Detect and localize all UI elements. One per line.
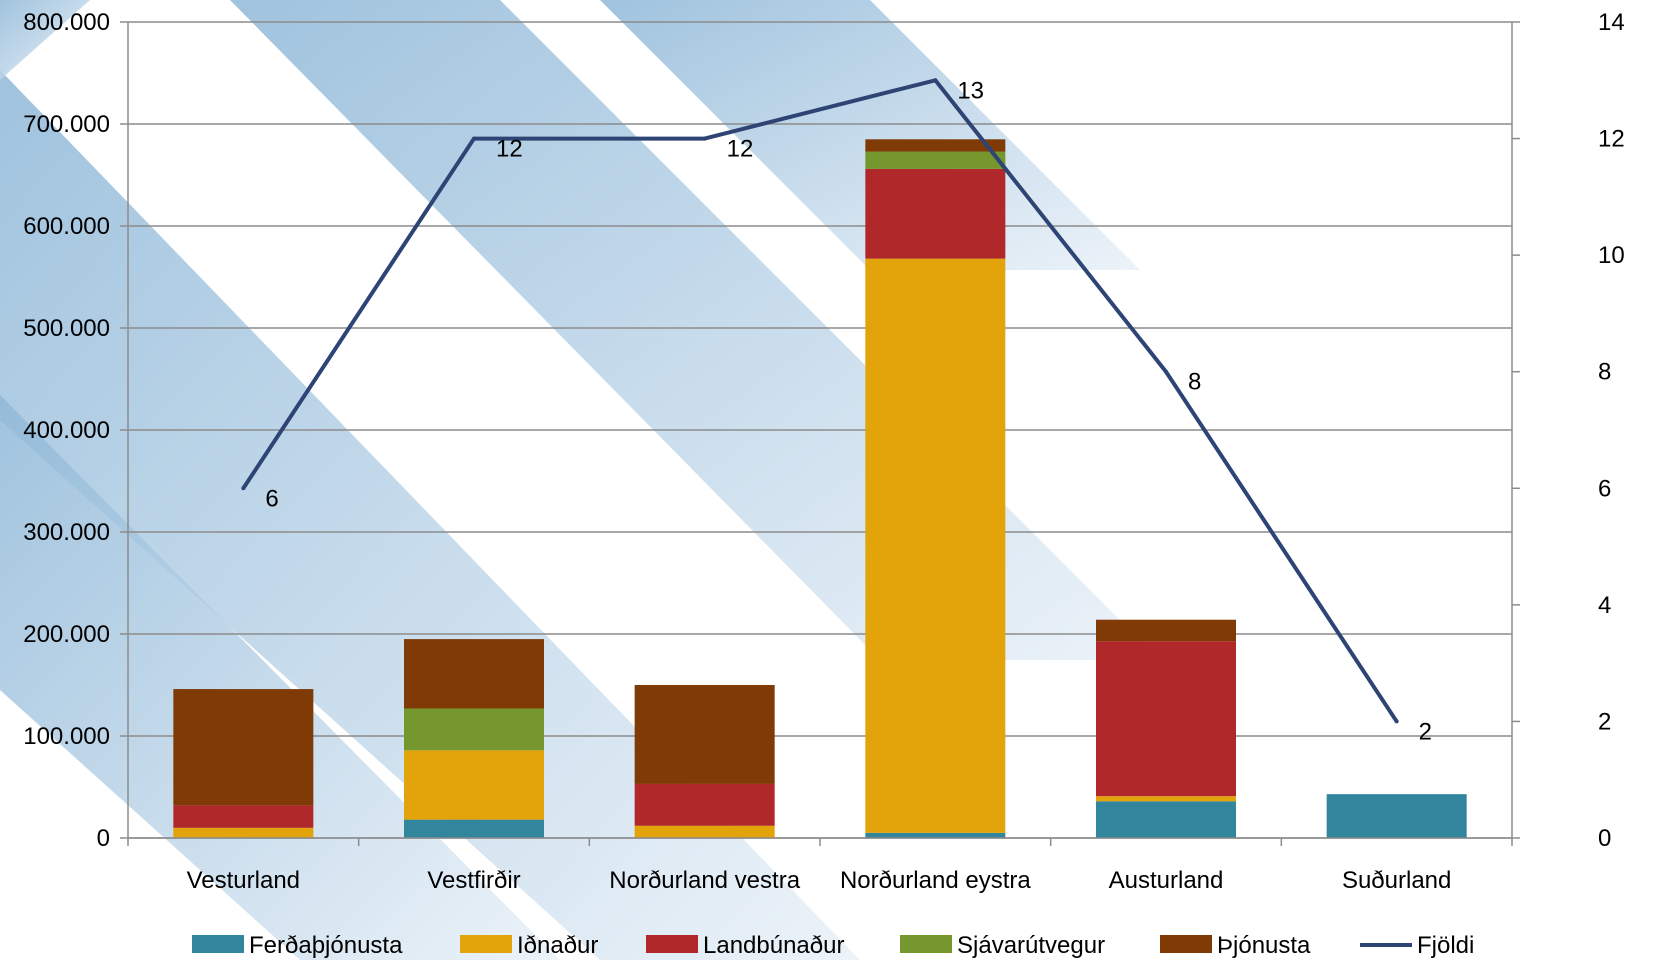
- bar-segment: [1326, 794, 1467, 838]
- bar-segment: [1096, 619, 1236, 642]
- line-data-label: 13: [957, 77, 984, 104]
- y-right-tick-label: 6: [1598, 475, 1611, 502]
- line-data-label: 2: [1419, 718, 1432, 745]
- line-data-label: 8: [1188, 369, 1201, 396]
- y-left-tick-label: 400.000: [23, 417, 110, 444]
- bar-segment: [404, 750, 544, 820]
- legend-swatch: [900, 935, 952, 953]
- legend-label: Iðnaður: [517, 932, 598, 959]
- y-right-tick-label: 2: [1598, 708, 1611, 735]
- line-series: 6 12 12 13 8 2: [241, 77, 1432, 745]
- line-point: [241, 486, 246, 491]
- y-left-tick-label: 200.000: [23, 621, 110, 648]
- bar-segment: [404, 639, 544, 709]
- y-right-tick-label: 0: [1598, 825, 1611, 852]
- y-right-tick-label: 10: [1598, 242, 1625, 269]
- line-point: [702, 136, 707, 141]
- x-category-label: Norðurland eystra: [840, 867, 1031, 894]
- bar-segment: [865, 151, 1006, 169]
- axes: 0 100.000 200.000 300.000 400.000 500.000 600.…: [23, 9, 1624, 894]
- bar-segment: [1096, 641, 1236, 797]
- line-data-label: 12: [727, 136, 754, 163]
- legend-label: Þjónusta: [1217, 932, 1311, 959]
- line-point: [933, 78, 938, 83]
- bar-segment: [634, 783, 775, 826]
- line-point: [1164, 369, 1168, 374]
- bar-segment: [634, 685, 775, 784]
- background-stripe: [0, 0, 90, 80]
- bar-segment: [865, 258, 1006, 833]
- bar-segment: [173, 689, 314, 806]
- line-fjoldi: [241, 78, 1399, 723]
- bar-segment: [404, 708, 544, 751]
- line-point: [1394, 719, 1399, 724]
- legend-label: Landbúnaður: [703, 932, 844, 959]
- legend-swatch: [460, 935, 512, 953]
- y-right-tick-label: 14: [1598, 9, 1625, 36]
- bar-segment: [173, 827, 314, 838]
- bars: [173, 139, 1467, 838]
- x-category-label: Vesturland: [187, 867, 300, 894]
- legend-label: Ferðaþjónusta: [249, 932, 403, 959]
- bar-segment: [634, 825, 775, 838]
- bar-segment: [865, 139, 1006, 152]
- bar-segment: [1096, 796, 1236, 802]
- y-left-tick-label: 100.000: [23, 723, 110, 750]
- legend-label: Sjávarútvegur: [957, 932, 1105, 959]
- x-category-label: Suðurland: [1342, 867, 1451, 894]
- bar-segment: [173, 805, 314, 828]
- x-category-label: Vestfirðir: [427, 867, 520, 894]
- y-left-tick-label: 700.000: [23, 111, 110, 138]
- bar-segment: [404, 819, 544, 838]
- line-data-label: 6: [265, 485, 278, 512]
- y-left-tick-label: 600.000: [23, 213, 110, 240]
- x-category-label: Norðurland vestra: [609, 867, 800, 894]
- y-left-tick-label: 500.000: [23, 315, 110, 342]
- legend-swatch: [646, 935, 698, 953]
- y-left-tick-label: 0: [97, 825, 110, 852]
- y-right-tick-label: 8: [1598, 359, 1611, 386]
- legend-swatch: [1160, 935, 1212, 953]
- y-right-tick-label: 4: [1598, 592, 1611, 619]
- line-data-label: 12: [496, 136, 523, 163]
- legend-swatch: [192, 935, 244, 953]
- x-category-label: Austurland: [1109, 867, 1224, 894]
- legend: Ferðaþjónusta Iðnaður Landbúnaður Sjávarútv…: [192, 932, 1474, 959]
- legend-label: Fjöldi: [1417, 932, 1474, 959]
- y-left-tick-label: 800.000: [23, 9, 110, 36]
- bar-segment: [1096, 801, 1236, 838]
- y-left-tick-label: 300.000: [23, 519, 110, 546]
- line-point: [472, 136, 476, 141]
- bar-segment: [865, 168, 1006, 259]
- y-right-tick-label: 12: [1598, 126, 1625, 153]
- bar-segment: [865, 832, 1006, 838]
